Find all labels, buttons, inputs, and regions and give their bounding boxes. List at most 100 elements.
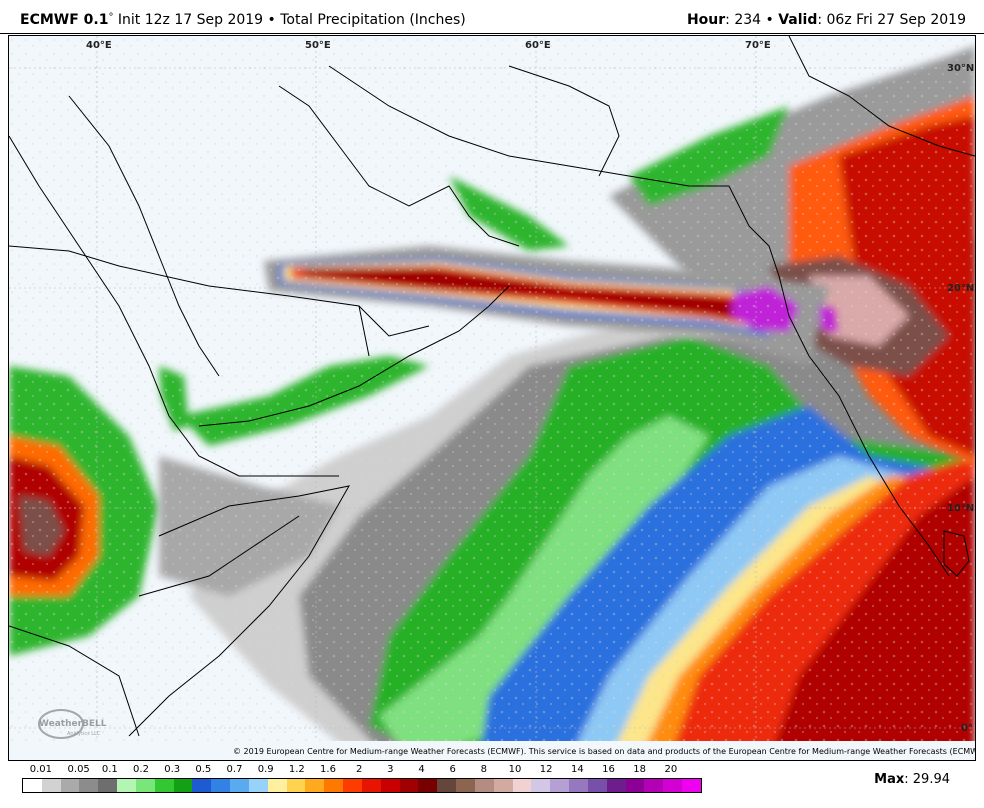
weatherbell-logo: WeatherBELL Analytics LLC [38,709,107,739]
legend-label: 0.9 [257,764,274,775]
saudi-border [9,245,370,357]
legend-swatch [230,779,249,792]
iran-coast [328,65,729,187]
legend-swatch [474,779,494,792]
legend-swatch [380,779,400,792]
legend-swatch [418,779,438,792]
iran-border [508,65,620,177]
legend-swatch [644,779,664,792]
precip-legend: 0.01 0.05 0.1 0.2 0.3 0.5 0.7 0.9 1.2 1.6 2 3 4 6 8 10 1… [22,764,702,796]
legend-label: 18 [633,764,647,775]
legend-label: 16 [602,764,615,775]
coastlines [9,36,975,737]
red-sea-coast-west [9,135,339,477]
header-title: ECMWF 0.1° Init 12z 17 Sep 2019 • Total … [20,12,466,28]
legend-swatch [154,779,174,792]
valid-value: : 06z Fri 27 Sep 2019 [817,12,966,28]
legend-swatch [361,779,381,792]
legend-swatch [305,779,325,792]
lon-label-50: 50°E [305,40,331,51]
legend-label: 14 [570,764,584,775]
legend-label: 4 [418,764,425,775]
legend-swatch [248,779,268,792]
ethiopia-border [9,625,140,737]
legend-swatch [587,779,607,792]
legend-label: 0.5 [195,764,212,775]
legend-swatch [437,779,457,792]
legend-colorbar [22,778,702,793]
legend-label: 0.2 [133,764,149,775]
legend-label: 10 [508,764,522,775]
legend-swatch [493,779,513,792]
legend-label: 1.2 [288,764,305,775]
max-number: : 29.94 [904,772,950,787]
graticule [9,36,975,760]
copyright-text: © 2019 European Centre for Medium-range … [233,747,975,756]
lon-label-40: 40°E [86,40,112,51]
india-north-border [788,36,975,157]
legend-swatch [117,779,136,792]
lon-label-60: 60°E [525,40,551,51]
legend-swatch [606,779,626,792]
max-label: Max [874,772,905,787]
legend-label: 0.1 [101,764,118,775]
model-name: ECMWF 0.1 [20,12,109,28]
legend-label: 1.6 [320,764,336,775]
legend-swatch [23,779,42,792]
arabia-south-coast [198,285,510,427]
legend-swatch [399,779,419,792]
init-text: Init 12z 17 Sep 2019 • Total Precipitati… [113,12,466,28]
legend-label: 3 [387,764,394,775]
lat-label-0: 0° [961,723,973,734]
degree-mark: ° [108,12,114,23]
legend-swatch [625,779,645,792]
legend-label: 8 [480,764,488,775]
copyright-strip [9,741,975,760]
legend-label: 6 [449,764,456,775]
logo-subtext: Analytics LLC [67,731,101,737]
hour-value: : 234 • [725,12,779,28]
pakistan-india-coast [728,185,950,577]
hour-label: Hour [686,12,726,28]
legend-swatch [456,779,475,792]
legend-swatch [512,779,532,792]
precipitation-map: 40°E 50°E 60°E 70°E 30°N 20°N 10°N 0° We… [8,35,976,761]
legend-swatch [267,779,287,792]
yemen-oman-border [358,305,430,337]
legend-label: 20 [664,764,678,775]
legend-label: 2 [355,764,363,775]
max-value: Max: 29.94 [874,772,950,787]
legend-swatch [286,779,306,792]
legend-label: 0.05 [67,764,90,775]
legend-swatch [135,779,155,792]
logo-text: WeatherBELL [39,719,107,729]
lat-label-10: 10°N [947,503,974,514]
legend-swatch [192,779,212,792]
speckle-overlay [9,36,975,760]
legend-swatch [569,779,588,792]
legend-swatch [663,779,682,792]
legend-swatch [550,779,570,792]
legend-swatch [531,779,551,792]
persian-gulf [278,85,520,247]
horn-of-africa [128,485,350,737]
map-canvas: 40°E 50°E 60°E 70°E 30°N 20°N 10°N 0° We… [9,36,975,760]
legend-label: 0.7 [226,764,243,775]
legend-swatch [681,779,701,792]
legend-label: 12 [539,764,553,775]
lat-label-20: 20°N [947,283,974,294]
legend-swatch [324,779,344,792]
map-header: ECMWF 0.1° Init 12z 17 Sep 2019 • Total … [0,0,984,34]
lat-label-30: 30°N [947,63,974,74]
legend-label: 0.3 [164,764,181,775]
logo-swirl-icon [38,709,84,739]
header-valid: Hour: 234 • Valid: 06z Fri 27 Sep 2019 [687,12,966,28]
valid-label: Valid [778,12,818,28]
legend-swatch [211,779,231,792]
legend-swatch [41,779,61,792]
sri-lanka [943,530,970,577]
legend-swatch [173,779,193,792]
legend-label: 0.01 [29,764,53,775]
legend-swatch [60,779,80,792]
lon-label-70: 70°E [745,40,771,51]
